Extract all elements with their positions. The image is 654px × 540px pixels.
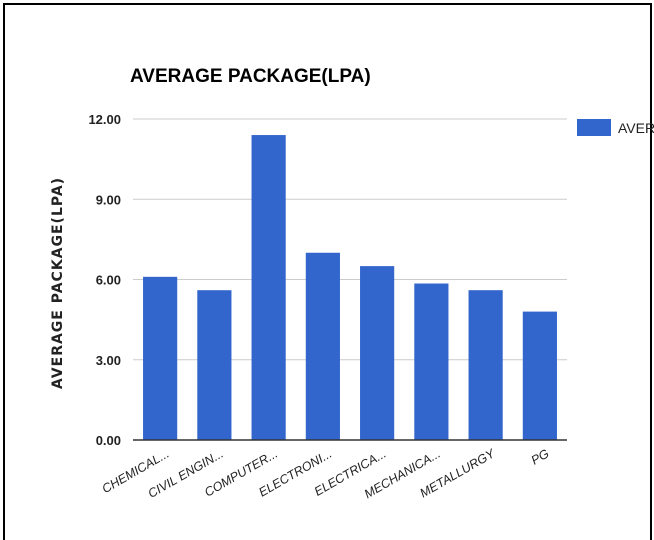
y-axis-label: AVERAGE PACKAGE(LPA)	[50, 177, 66, 389]
bar	[468, 290, 503, 440]
bar	[414, 283, 449, 440]
bar	[197, 290, 232, 440]
y-tick-label: 0.00	[96, 433, 121, 448]
chart-title: AVERAGE PACKAGE(LPA)	[130, 66, 371, 87]
legend-swatch	[577, 119, 611, 136]
x-tick-labels: CHEMICAL...CIVIL ENGIN...COMPUTER...ELEC…	[100, 446, 552, 502]
bars	[143, 135, 557, 441]
bar	[522, 311, 557, 440]
bar	[305, 252, 340, 440]
bar	[143, 276, 178, 440]
x-tick-label: PG	[529, 446, 552, 467]
y-tick-label: 6.00	[96, 273, 121, 288]
y-tick-label: 3.00	[96, 353, 121, 368]
legend: AVER...	[577, 119, 654, 136]
y-tick-label: 9.00	[96, 192, 121, 207]
y-tick-labels: 0.00 3.00 6.00 9.00 12.00	[88, 112, 121, 448]
bar	[360, 266, 395, 440]
y-tick-label: 12.00	[88, 112, 121, 127]
bar	[251, 135, 286, 441]
legend-label: AVER...	[618, 120, 654, 136]
